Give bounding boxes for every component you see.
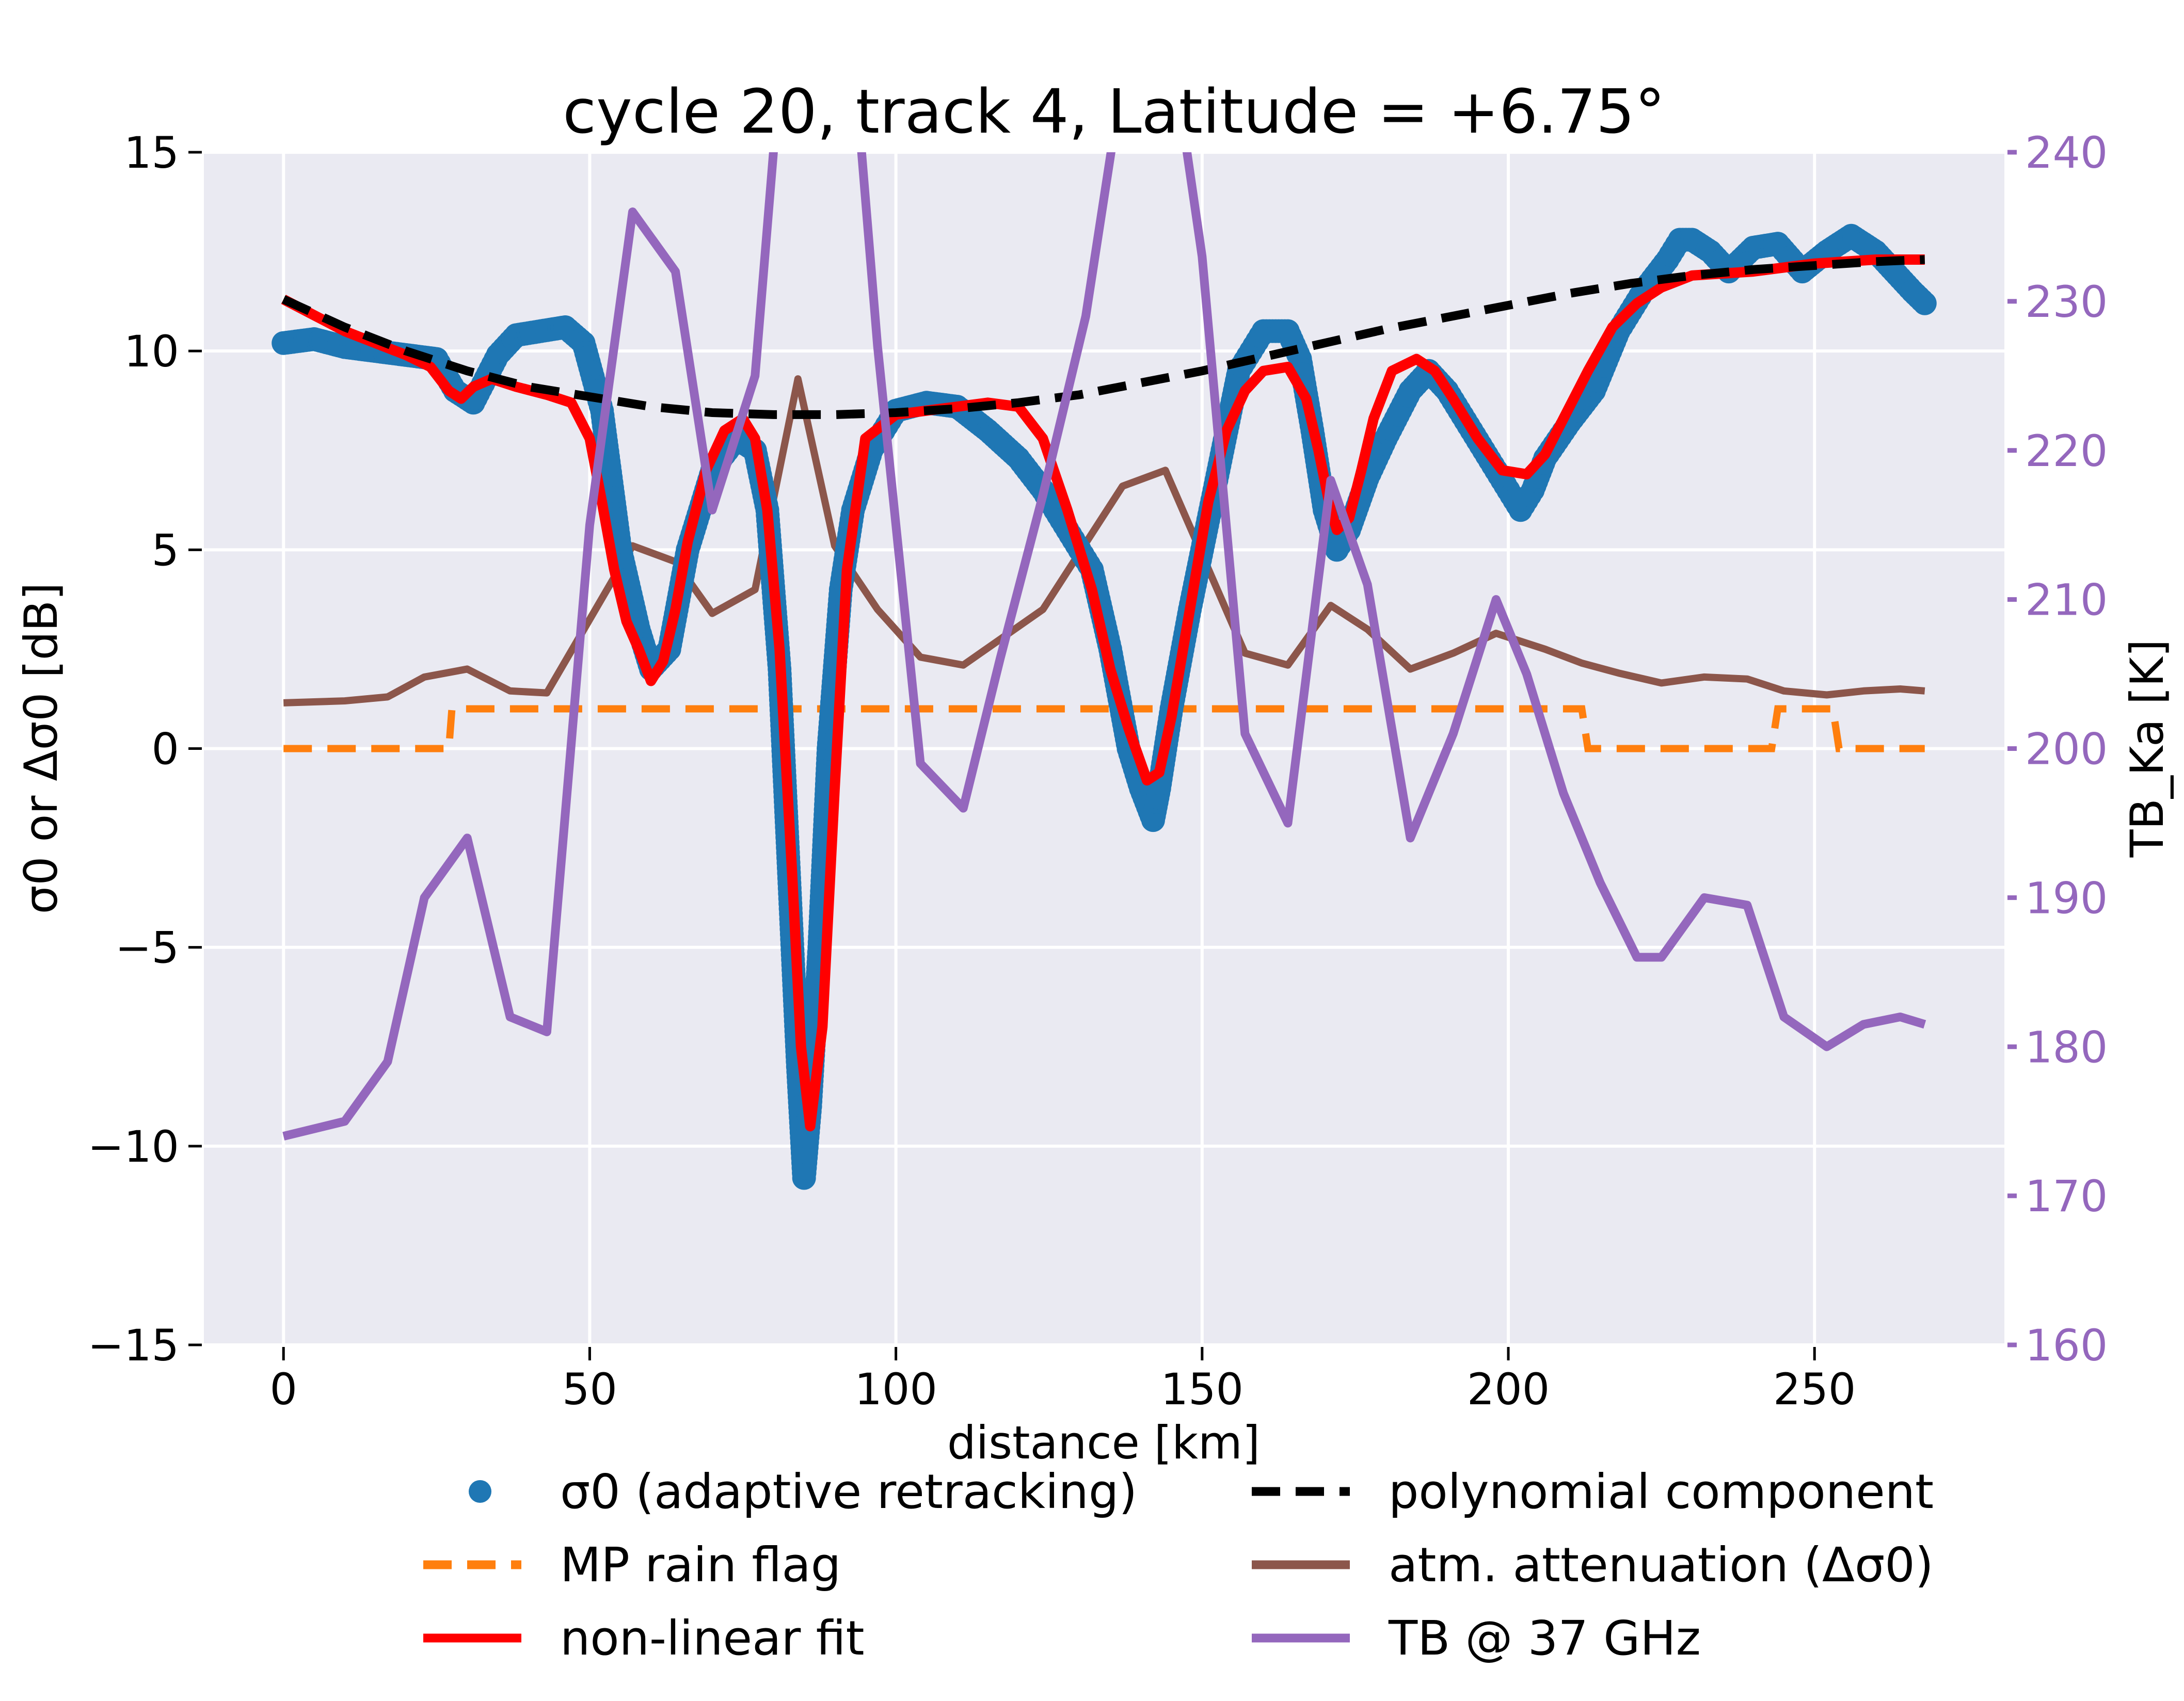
y-right-tick-label: 240 — [2025, 127, 2108, 178]
tb37-line — [282, 152, 1926, 1141]
x-tick-label: 250 — [1773, 1364, 1856, 1415]
legend-item: polynomial component — [1252, 1464, 1934, 1519]
x-axis: 0 50 100 150 200 250 — [270, 1347, 1856, 1415]
legend-item: non-linear fit — [423, 1611, 865, 1666]
y-right-tick-label: 160 — [2025, 1320, 2108, 1371]
x-tick-label: 200 — [1467, 1364, 1550, 1415]
y-right-tick-label: 190 — [2025, 873, 2108, 923]
y-tick-label: −10 — [88, 1121, 179, 1172]
attenuation-line — [283, 375, 1925, 707]
legend-label: σ0 (adaptive retracking) — [560, 1464, 1137, 1519]
y-right-tick-label: 170 — [2025, 1171, 2108, 1222]
y-right-tick-label: 210 — [2025, 575, 2108, 625]
y-axis-right: 160 170 180 190 200 210 220 230 240 — [2007, 127, 2108, 1371]
y-axis-right-title: TB_Ka [K] — [2121, 639, 2174, 858]
rain-flag-line — [283, 705, 1925, 752]
legend-label: non-linear fit — [560, 1611, 865, 1666]
y-axis-left-title: σ0 or Δσ0 [dB] — [14, 583, 68, 914]
legend-item: atm. attenuation (Δσ0) — [1252, 1537, 1934, 1593]
sigma0-point — [1912, 291, 1937, 315]
y-right-tick-label: 180 — [2025, 1022, 2108, 1072]
y-tick-label: −15 — [88, 1320, 179, 1371]
x-tick-label: 150 — [1161, 1364, 1244, 1415]
polynomial-line — [281, 255, 1925, 419]
chart-title: cycle 20, track 4, Latitude = +6.75° — [563, 76, 1665, 147]
y-tick-label: 10 — [124, 326, 179, 377]
y-tick-label: 15 — [124, 127, 179, 178]
legend-label: MP rain flag — [560, 1537, 841, 1593]
legend-swatch — [469, 1480, 491, 1503]
series-layer — [272, 152, 1937, 1190]
legend-item: MP rain flag — [423, 1537, 841, 1593]
legend-item: TB @ 37 GHz — [1252, 1611, 1701, 1666]
x-tick-label: 0 — [270, 1364, 297, 1415]
x-tick-label: 50 — [562, 1364, 617, 1415]
y-right-tick-label: 220 — [2025, 426, 2108, 476]
grid — [204, 151, 2004, 1346]
y-right-tick-label: 200 — [2025, 724, 2108, 775]
x-tick-label: 100 — [854, 1364, 937, 1415]
legend: σ0 (adaptive retracking) MP rain flag non-… — [423, 1464, 1934, 1666]
y-tick-label: 5 — [152, 525, 179, 575]
legend-item: σ0 (adaptive retracking) — [469, 1464, 1137, 1519]
legend-label: TB @ 37 GHz — [1388, 1611, 1701, 1666]
legend-label: atm. attenuation (Δσ0) — [1389, 1537, 1934, 1593]
y-right-tick-label: 230 — [2025, 277, 2108, 327]
y-axis-left: −15 −10 −5 0 5 10 15 — [88, 127, 202, 1371]
legend-label: polynomial component — [1389, 1464, 1934, 1519]
y-tick-label: 0 — [152, 724, 179, 775]
x-axis-title: distance [km] — [947, 1416, 1260, 1469]
y-tick-label: −5 — [115, 923, 179, 973]
